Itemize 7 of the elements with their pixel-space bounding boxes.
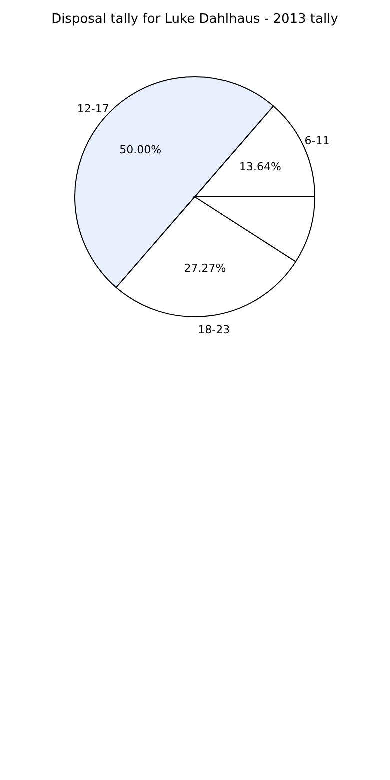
chart-title: Disposal tally for Luke Dahlhaus - 2013 tally (50, 12, 340, 27)
data-label: 27.27% (184, 262, 226, 275)
data-label: 13.64% (240, 160, 282, 174)
slice-label: 18-23 (198, 324, 230, 337)
slice-label: 6-11 (304, 134, 330, 148)
data-label: 50.00% (120, 143, 162, 156)
slice-label: 12-17 (77, 102, 110, 116)
